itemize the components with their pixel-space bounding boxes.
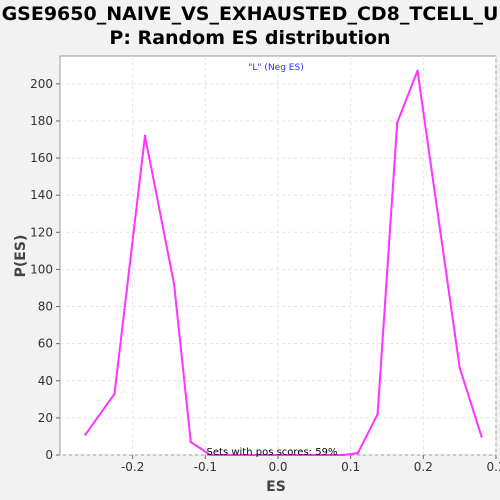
pos-scores-annotation: Sets with pos scores: 59% — [207, 447, 338, 458]
y-tick-label: 100 — [30, 262, 53, 276]
data-point — [480, 435, 483, 438]
data-point — [342, 453, 345, 457]
y-axis-ticks: 0 20 40 60 80 100 120 140 160 180 200 — [30, 77, 60, 462]
data-point — [84, 433, 87, 436]
x-tick-label: -0.2 — [121, 460, 144, 474]
data-point — [209, 453, 212, 457]
data-point — [376, 412, 379, 416]
data-point — [458, 366, 461, 369]
chart-title: GSE9650_NAIVE_VS_EXHAUSTED_CD8_TCELL_U P… — [0, 2, 500, 50]
y-axis-label: P(ES) — [13, 235, 29, 278]
data-point — [395, 121, 399, 125]
y-tick-label: 80 — [38, 300, 53, 314]
chart-title-line-2: P: Random ES distribution — [109, 27, 391, 49]
y-tick-label: 120 — [30, 225, 53, 239]
grid-lines — [60, 56, 497, 456]
x-axis-ticks: -0.2 -0.1 0.0 0.1 0.2 0.3 — [121, 455, 500, 474]
data-point — [143, 134, 147, 137]
data-point — [356, 451, 360, 455]
x-tick-label: 0.0 — [268, 460, 287, 474]
x-tick-label: 0.3 — [486, 460, 500, 474]
y-tick-label: 60 — [38, 337, 53, 351]
legend-label: "L" (Neg ES) — [248, 63, 303, 73]
x-tick-label: 0.1 — [341, 460, 360, 474]
x-tick-label: -0.1 — [194, 460, 217, 474]
y-tick-label: 40 — [38, 374, 53, 388]
data-point — [416, 69, 419, 73]
y-tick-label: 0 — [45, 448, 53, 462]
data-point — [113, 392, 116, 395]
data-point — [189, 440, 192, 444]
y-tick-label: 20 — [38, 411, 53, 425]
series-group — [84, 69, 483, 457]
y-tick-label: 140 — [30, 188, 53, 202]
chart-title-line-1: GSE9650_NAIVE_VS_EXHAUSTED_CD8_TCELL_U — [1, 3, 499, 25]
data-point — [172, 283, 176, 286]
x-axis-label: ES — [266, 479, 286, 495]
y-tick-label: 200 — [30, 77, 53, 91]
y-tick-label: 180 — [30, 114, 53, 128]
y-tick-label: 160 — [30, 151, 53, 165]
x-tick-label: 0.2 — [414, 460, 433, 474]
